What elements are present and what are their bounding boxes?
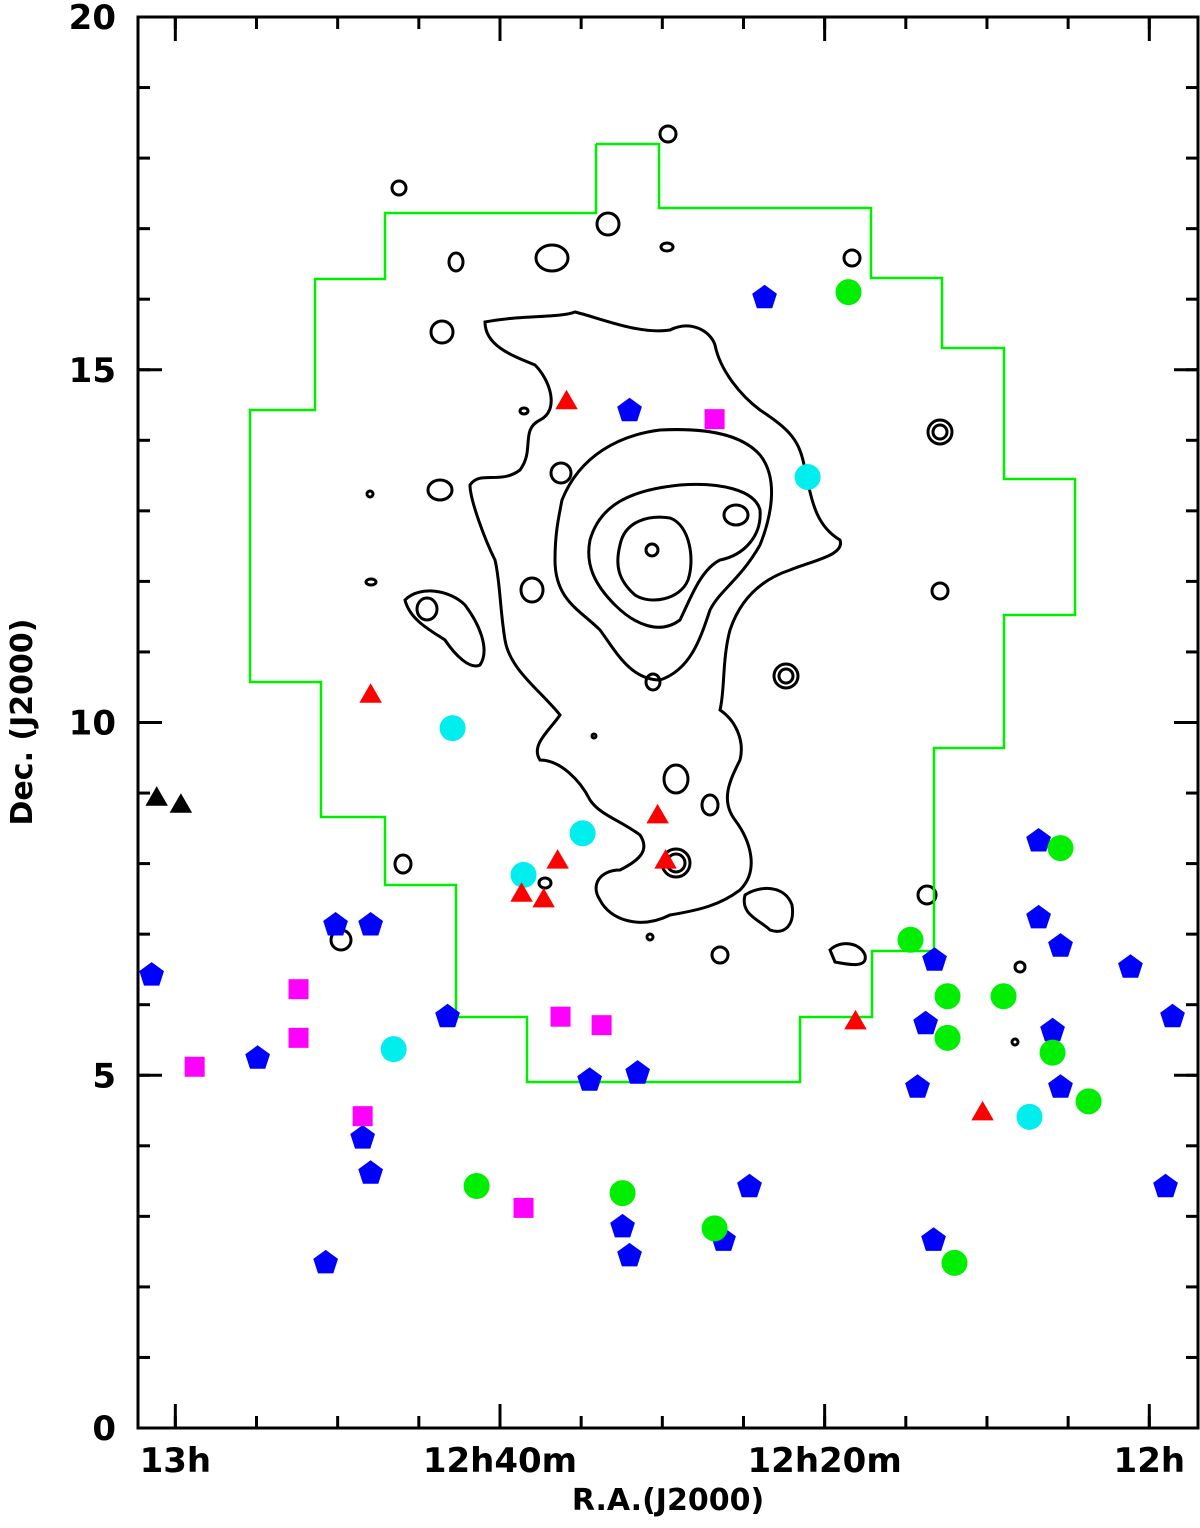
square-marker (288, 1027, 309, 1048)
y-tick-label: 20 (69, 0, 116, 38)
contours (329, 124, 1027, 1047)
circle-marker (1047, 835, 1074, 862)
pentagon-marker (1118, 954, 1143, 978)
pentagon-marker (139, 962, 164, 986)
pentagon-marker (358, 1160, 383, 1184)
pentagon-marker (752, 284, 777, 309)
triangle-marker (654, 849, 677, 869)
x-tick-label: 12h (1114, 1441, 1186, 1481)
triangle-marker (169, 793, 193, 813)
y-tick-label: 10 (69, 704, 116, 744)
pentagon-marker (737, 1173, 762, 1198)
pentagon-marker (921, 1227, 946, 1251)
pentagon-marker (1153, 1173, 1178, 1198)
triangle-marker (646, 803, 669, 824)
pentagon-marker (1048, 1074, 1073, 1098)
y-tick-label: 0 (92, 1409, 116, 1449)
pentagon-marker (617, 397, 642, 422)
pentagon-marker (922, 947, 947, 971)
square-marker (513, 1197, 534, 1218)
circle-marker (794, 463, 821, 490)
circle-marker (1039, 1039, 1066, 1066)
pentagon-marker (1026, 904, 1051, 929)
pentagon-marker (245, 1045, 270, 1069)
axes: 0 5 10 15 20 13h 12h40m 12h20m 12h (69, 0, 1198, 1481)
pentagon-marker (435, 1003, 460, 1028)
circle-marker (510, 861, 537, 888)
triangle-marker (844, 1009, 867, 1030)
circle-marker (897, 926, 924, 953)
y-axis-label: Dec. (J2000) (5, 619, 40, 826)
square-marker (352, 1106, 373, 1127)
square-marker (550, 1006, 571, 1027)
pentagon-marker (610, 1213, 635, 1238)
pentagon-marker (1048, 933, 1073, 957)
circle-marker (941, 1249, 968, 1276)
circle-marker (934, 1024, 961, 1051)
pentagon-marker (577, 1067, 602, 1091)
pentagon-marker (350, 1125, 375, 1149)
triangle-marker (532, 887, 555, 908)
pentagon-marker (1026, 828, 1051, 852)
circle-marker (701, 1215, 728, 1242)
circle-marker (1016, 1103, 1043, 1130)
pentagon-marker (625, 1060, 650, 1084)
x-tick-label: 12h40m (423, 1441, 577, 1481)
circle-marker (463, 1173, 490, 1200)
triangle-marker (555, 389, 578, 410)
pentagon-marker (313, 1249, 338, 1274)
triangle-marker (546, 849, 569, 869)
survey-boundary (248, 142, 1077, 1084)
circle-marker (835, 279, 862, 306)
pentagon-marker (323, 912, 348, 936)
x-tick-label: 12h20m (748, 1441, 902, 1481)
triangle-marker (971, 1100, 994, 1121)
triangle-marker (359, 683, 382, 703)
circle-marker (990, 983, 1017, 1010)
circle-marker (569, 820, 596, 847)
circle-marker (934, 983, 961, 1010)
pentagon-marker (905, 1074, 930, 1098)
x-axis-label: R.A.(J2000) (572, 1483, 764, 1518)
pentagon-marker (913, 1010, 938, 1035)
y-tick-label: 5 (92, 1056, 116, 1096)
circle-marker (609, 1180, 636, 1207)
square-marker (288, 979, 309, 1000)
plot-frame (136, 15, 1200, 1430)
circle-marker (439, 715, 466, 742)
y-tick-label: 15 (69, 351, 116, 391)
pentagon-marker (1160, 1003, 1185, 1028)
markers (139, 279, 1185, 1276)
square-marker (184, 1056, 205, 1077)
square-marker (704, 409, 725, 430)
x-tick-label: 13h (140, 1441, 212, 1481)
pentagon-marker (358, 912, 383, 936)
pentagon-marker (1040, 1017, 1065, 1042)
square-marker (591, 1015, 612, 1036)
triangle-marker (510, 882, 533, 902)
circle-marker (380, 1036, 407, 1063)
pentagon-marker (617, 1242, 642, 1267)
triangle-marker (145, 786, 168, 806)
circle-marker (1075, 1088, 1102, 1115)
